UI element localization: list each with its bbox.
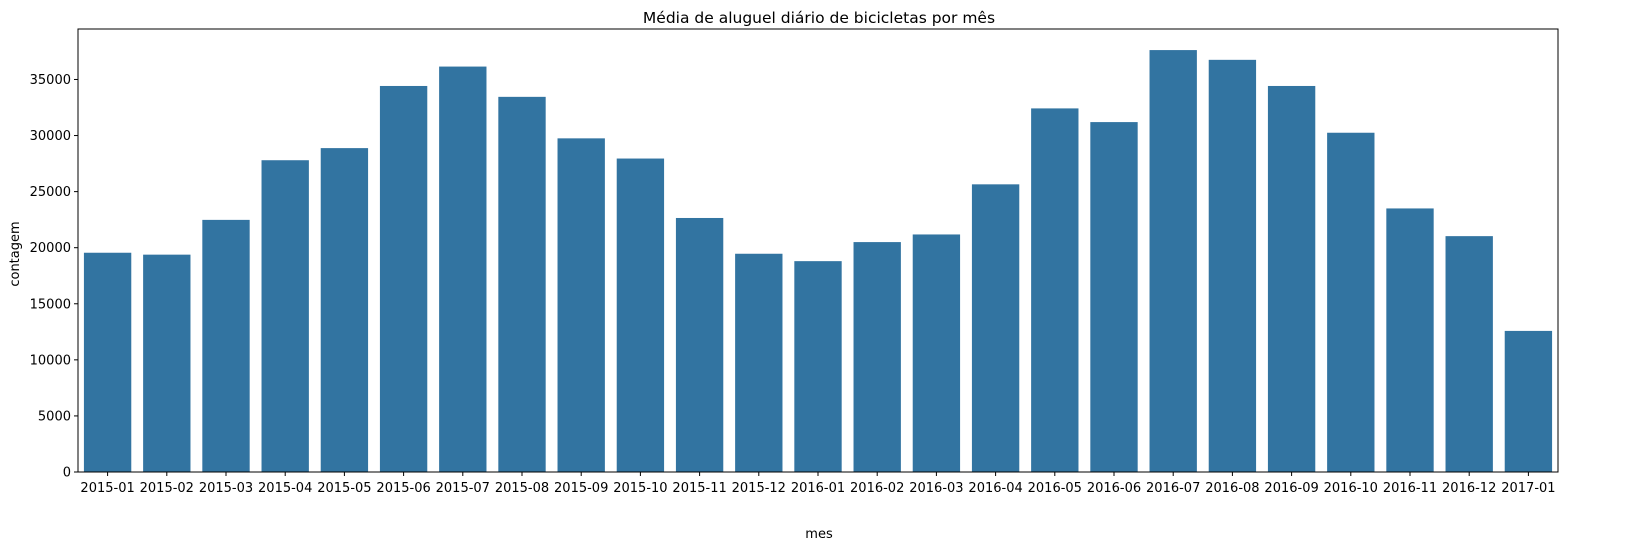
y-axis-label: contagem xyxy=(8,221,23,286)
x-axis-label: mes xyxy=(805,527,833,542)
x-tick-label: 2015-04 xyxy=(258,481,312,496)
bar-2015-12 xyxy=(735,253,783,472)
bars-group xyxy=(83,50,1553,473)
bar-2015-04 xyxy=(261,160,309,472)
chart-title: Média de aluguel diário de bicicletas po… xyxy=(643,9,995,27)
x-tick-label: 2016-08 xyxy=(1205,481,1259,496)
x-tick-label: 2016-07 xyxy=(1146,481,1200,496)
bar-2016-01 xyxy=(794,261,842,472)
x-tick-label: 2016-02 xyxy=(850,481,904,496)
x-tick-label: 2016-05 xyxy=(1028,481,1082,496)
bar-2015-09 xyxy=(557,138,605,472)
x-tick-label: 2016-11 xyxy=(1383,481,1437,496)
x-tick-label: 2016-01 xyxy=(791,481,845,496)
y-tick-label: 0 xyxy=(63,466,71,481)
bar-2015-01 xyxy=(83,252,132,472)
bar-2015-07 xyxy=(439,66,487,472)
x-tick-label: 2015-01 xyxy=(80,481,134,496)
y-tick-label: 35000 xyxy=(30,73,71,88)
bar-2015-06 xyxy=(379,85,428,472)
x-tick-label: 2016-06 xyxy=(1087,481,1141,496)
x-tick-label: 2015-10 xyxy=(613,481,667,496)
x-tick-label: 2015-09 xyxy=(554,481,608,496)
bar-2016-10 xyxy=(1327,132,1375,473)
plot-frame xyxy=(77,28,1559,473)
y-tick-label: 30000 xyxy=(30,129,71,144)
bar-2015-10 xyxy=(616,158,665,473)
x-tick-label: 2015-11 xyxy=(672,481,726,496)
bar-2016-12 xyxy=(1445,236,1493,472)
x-tick-label: 2015-02 xyxy=(140,481,194,496)
x-tick-label: 2015-06 xyxy=(376,481,430,496)
x-tick-label: 2015-03 xyxy=(199,481,253,496)
bar-2016-08 xyxy=(1208,59,1257,473)
x-tick-label: 2015-05 xyxy=(317,481,371,496)
x-tick-label: 2015-07 xyxy=(436,481,490,496)
y-tick-label: 25000 xyxy=(30,185,71,200)
y-tick-label: 10000 xyxy=(30,353,71,368)
bar-2016-04 xyxy=(971,184,1020,472)
x-tick-label: 2016-10 xyxy=(1324,481,1378,496)
bar-2016-09 xyxy=(1267,85,1316,472)
x-tick-label: 2015-08 xyxy=(495,481,549,496)
y-tick-label: 20000 xyxy=(30,241,71,256)
x-tick-label: 2016-03 xyxy=(909,481,963,496)
bar-2016-11 xyxy=(1386,208,1434,472)
x-tick-label: 2016-04 xyxy=(968,481,1022,496)
y-axis-ticks: 0 5000 10000 15000 20000 25000 30000 35000 xyxy=(30,73,78,481)
bar-2017-01 xyxy=(1504,330,1553,472)
x-tick-label: 2016-12 xyxy=(1442,481,1496,496)
bar-2015-05 xyxy=(320,148,369,473)
bar-2015-08 xyxy=(498,96,546,472)
bar-2016-02 xyxy=(853,242,901,472)
bar-2016-06 xyxy=(1090,122,1138,472)
x-tick-label: 2015-12 xyxy=(732,481,786,496)
bar-2015-11 xyxy=(675,217,724,472)
bar-2015-02 xyxy=(143,254,191,472)
bar-2016-07 xyxy=(1149,50,1197,472)
bar-2016-05 xyxy=(1031,108,1079,473)
x-tick-label: 2017-01 xyxy=(1501,481,1555,496)
x-axis-ticks: 2015-01 2015-02 2015-03 2015-04 2015-05 2015-… xyxy=(80,472,1556,496)
bar-2015-03 xyxy=(202,219,250,472)
y-tick-label: 15000 xyxy=(30,297,71,312)
bar-2016-03 xyxy=(912,234,961,472)
x-tick-label: 2016-09 xyxy=(1264,481,1318,496)
y-tick-label: 5000 xyxy=(38,409,71,424)
